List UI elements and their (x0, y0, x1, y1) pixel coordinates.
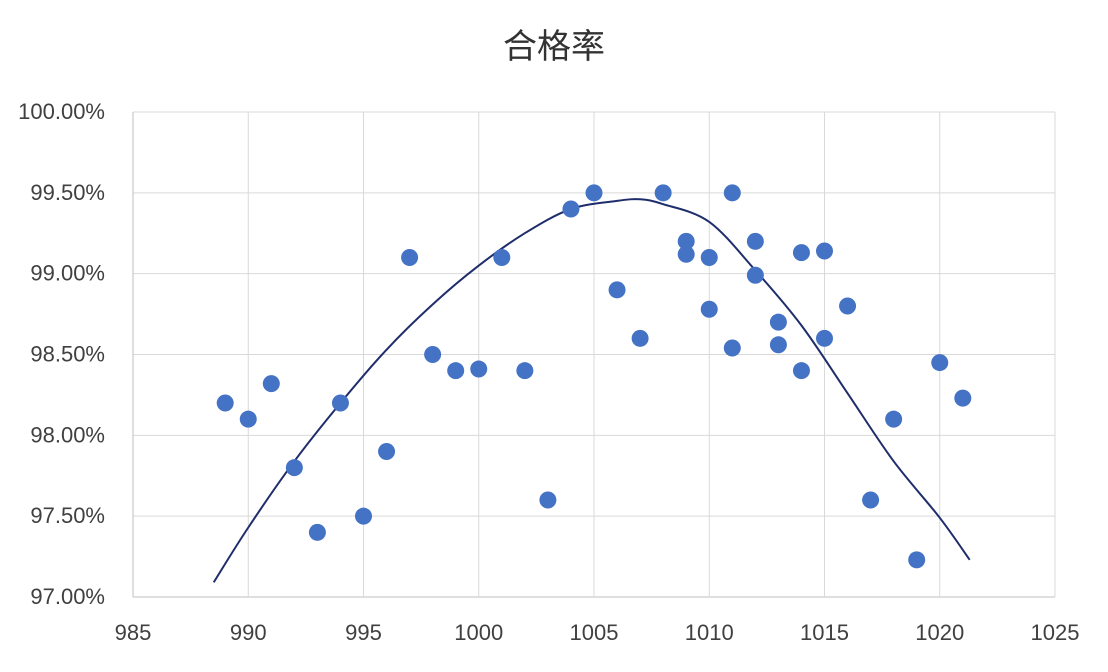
data-point (746, 266, 764, 284)
y-tick-label: 97.50% (30, 503, 105, 528)
data-point (562, 200, 580, 218)
data-point (677, 232, 695, 250)
data-point (700, 300, 718, 318)
y-axis-ticks: 97.00% 97.50% 98.00% 98.50% 99.00% 99.50% 100.… (18, 99, 105, 609)
x-tick-label: 1010 (685, 620, 734, 645)
data-point (723, 184, 741, 202)
chart-title: 合格率 (503, 27, 605, 67)
y-tick-label: 99.50% (30, 180, 105, 205)
x-tick-label: 990 (230, 620, 267, 645)
trendline (212, 198, 971, 583)
data-point (723, 339, 741, 357)
data-point (470, 360, 488, 378)
data-point (908, 551, 926, 569)
data-point (816, 242, 833, 260)
x-axis-ticks: 985 990 995 1000 1005 1010 1015 1020 1025 (115, 620, 1080, 645)
data-point (769, 313, 787, 331)
data-point (216, 394, 234, 412)
y-tick-label: 100.00% (18, 99, 105, 124)
data-point (516, 362, 534, 380)
data-point (355, 507, 372, 525)
x-tick-label: 995 (345, 620, 382, 645)
data-point (401, 249, 419, 266)
y-tick-label: 99.00% (30, 261, 105, 286)
data-point (792, 362, 810, 380)
data-point (493, 249, 511, 266)
data-point (746, 232, 764, 250)
data-point (585, 184, 603, 202)
data-point (654, 184, 672, 202)
data-point (285, 459, 303, 477)
data-point (700, 249, 718, 266)
data-point (769, 336, 787, 354)
x-tick-label: 1000 (454, 620, 503, 645)
x-tick-label: 985 (115, 620, 152, 645)
data-point (792, 244, 810, 262)
data-point (931, 354, 949, 372)
data-point (447, 362, 465, 380)
data-point (331, 394, 349, 412)
data-point (424, 346, 442, 363)
data-point (885, 410, 903, 428)
x-tick-label: 1015 (800, 620, 849, 645)
data-point (677, 245, 695, 263)
data-point (378, 443, 396, 460)
data-point (239, 410, 257, 428)
data-point (954, 389, 972, 407)
data-point (608, 281, 626, 299)
x-tick-label: 1020 (915, 620, 964, 645)
y-tick-label: 98.50% (30, 342, 105, 367)
data-point (839, 297, 857, 315)
data-points (216, 184, 972, 569)
data-point (862, 491, 880, 509)
data-point (262, 375, 280, 393)
y-tick-label: 98.00% (30, 422, 105, 447)
x-tick-label: 1025 (1031, 620, 1080, 645)
data-point (816, 329, 833, 347)
x-tick-label: 1005 (570, 620, 619, 645)
data-point (631, 329, 649, 347)
y-tick-label: 97.00% (30, 584, 105, 609)
data-point (308, 523, 326, 541)
data-point (539, 491, 557, 509)
